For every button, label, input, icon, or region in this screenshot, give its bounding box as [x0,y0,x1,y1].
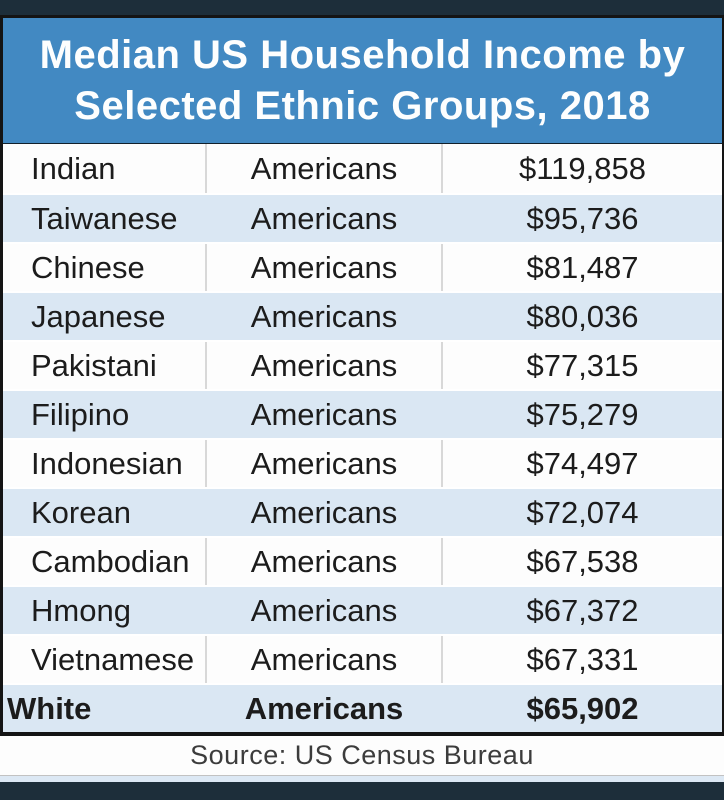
income-value-cell: $72,074 [526,494,639,530]
income-value-cell: $80,036 [526,298,639,334]
table-title-line-1: Median US Household Income by [39,33,686,77]
income-table: Median US Household Income by Selected E… [0,15,724,736]
income-value-cell: $75,279 [526,396,639,432]
qualifier-cell: Americans [250,298,398,334]
table-body: Indian Americans $119,858 Taiwanese American… [3,144,722,732]
qualifier-cell: Americans [205,244,443,291]
table-row: Cambodian Americans $67,538 [3,536,722,585]
ethnic-group-cell: Cambodian [31,543,190,579]
ethnic-group-cell: Chinese [31,249,145,285]
qualifier-cell: Americans [205,538,443,585]
table-row: Indonesian Americans $74,497 [3,438,722,487]
top-dark-bar [0,0,724,15]
income-value-cell: $67,331 [526,641,639,677]
ethnic-group-cell: Taiwanese [31,200,178,236]
table-title-line-2: Selected Ethnic Groups, 2018 [74,84,651,128]
ethnic-group-cell: Pakistani [31,347,157,383]
qualifier-cell: Americans [205,342,443,389]
ethnic-group-cell: Vietnamese [31,641,195,677]
income-value-cell: $119,858 [519,150,646,186]
table-row: Indian Americans $119,858 [3,144,722,193]
ethnic-group-cell: Filipino [31,396,130,432]
ethnic-group-cell: Indonesian [31,445,183,481]
qualifier-cell: Americans [244,690,404,726]
table-row: Taiwanese Americans $95,736 [3,193,722,242]
income-value-cell: $95,736 [526,200,639,236]
qualifier-cell: Americans [205,636,443,683]
income-value-cell: $67,538 [526,543,639,579]
income-value-cell: $67,372 [526,592,639,628]
income-value-cell: $81,487 [526,249,639,285]
table-row: Filipino Americans $75,279 [3,389,722,438]
ethnic-group-cell: Korean [31,494,131,530]
table-row: Chinese Americans $81,487 [3,242,722,291]
table-row: Hmong Americans $67,372 [3,585,722,634]
qualifier-cell: Americans [250,396,398,432]
ethnic-group-cell: Japanese [31,298,166,334]
table-title-banner: Median US Household Income by Selected E… [3,18,722,144]
ethnic-group-cell: Hmong [31,592,131,628]
qualifier-cell: Americans [205,440,443,487]
table-row: White Americans $65,902 [3,683,722,732]
qualifier-cell: Americans [250,592,398,628]
income-value-cell: $74,497 [526,445,639,481]
table-row: Pakistani Americans $77,315 [3,340,722,389]
table-row: Vietnamese Americans $67,331 [3,634,722,683]
qualifier-cell: Americans [205,144,443,193]
source-row: Source: US Census Bureau [0,736,724,776]
ethnic-group-cell: White [7,690,92,726]
qualifier-cell: Americans [250,200,398,236]
table-row: Japanese Americans $80,036 [3,291,722,340]
income-value-cell: $77,315 [526,347,639,383]
table-row: Korean Americans $72,074 [3,487,722,536]
income-value-cell: $65,902 [526,690,639,726]
qualifier-cell: Americans [250,494,398,530]
ethnic-group-cell: Indian [31,150,116,186]
light-strip-divider [0,776,724,782]
source-text: Source: US Census Bureau [190,740,534,770]
